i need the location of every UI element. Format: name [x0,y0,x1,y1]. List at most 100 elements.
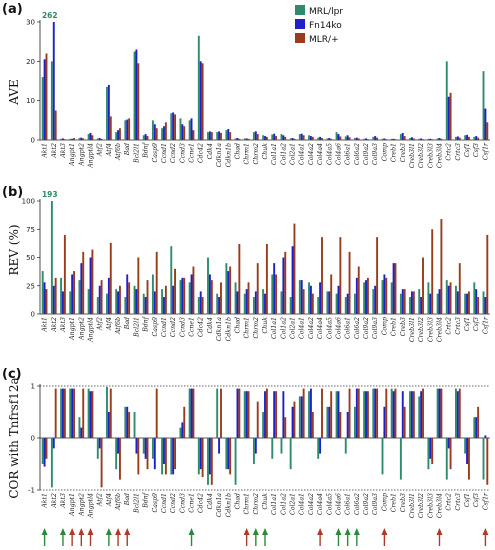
bar-a-Atf6b-1 [117,130,120,140]
bar-b-Bdnf-2 [146,280,149,314]
bar-c-Atf2-0 [96,438,99,459]
bar-a-Chrm1-0 [243,138,246,140]
bar-a-Csf1-1 [466,134,468,140]
bar-b-Atf4-1 [107,277,110,314]
bar-a-Bdnf-0 [142,135,145,140]
bar-c-Col6a2-2 [357,388,360,438]
bar-c-Bcl2l1-2 [137,438,140,475]
bar-b-Angptl4-2 [91,249,94,314]
bar-b-Col6a1-2 [348,251,351,314]
bar-a-Creb3l4-1 [438,138,441,140]
bar-a-Crtc2-0 [445,61,448,140]
bar-a-Crtc3-0 [455,136,457,140]
bar-b-Chad-0 [234,282,237,314]
bar-a-Bad-0 [124,120,127,140]
bar-c-Cdkn1b-1 [227,438,230,470]
bar-c-Csf3-1 [475,417,478,438]
x-tick-label: Creb3 [400,317,407,336]
bar-c-Ccnd1-0 [161,438,164,475]
bar-b-Col4a1-1 [300,280,303,314]
x-tick-label: Col2a1 [290,493,297,515]
y-tick-label: 25 [26,282,35,290]
bar-a-Akt1-0 [41,77,44,140]
bar-a-Chrm2-2 [256,134,259,140]
bar-b-Creb3-1 [401,289,404,314]
bar-a-Creb3l1-0 [409,138,411,140]
bar-c-Ccne1-2 [192,388,195,438]
bar-a-Ccnd1-2 [164,122,167,140]
x-tick-label: Col4a2 [308,317,315,339]
bar-b-Atf2-2 [100,280,103,314]
arrow-head-Chrm1 [243,528,250,535]
bar-c-Creb3-0 [399,438,402,480]
bar-c-Chad-0 [234,438,237,485]
x-tick-label: Creb3l3 [427,493,434,518]
bar-a-Bcl2l1-1 [135,49,138,140]
bar-c-Ccnd3-0 [179,427,182,438]
x-tick-label: Cdkn1a [216,143,223,167]
bar-c-Akt2-1 [52,438,55,449]
x-tick-label: Atf2 [97,317,104,331]
bar-a-Creb1-2 [394,139,397,140]
legend-label-mlr: MLR/+ [309,35,339,45]
bar-c-Chrm2-2 [256,401,259,438]
bar-b-Chuk-1 [264,293,266,314]
x-tick-label: Akt2 [51,317,58,333]
panel-label-c: (c) [2,367,22,382]
bar-b-Cdc42-0 [197,297,200,314]
legend-label-fn14: Fn14ko [309,21,342,31]
x-tick-label: Akt2 [51,493,58,509]
bar-a-Bcl2l1-0 [133,51,136,140]
y-tick-label: -1 [28,487,35,495]
bar-c-Bcl2l1-1 [135,438,138,454]
bar-a-Cdc42-0 [197,35,200,140]
x-tick-label: Col1a1 [271,143,278,165]
bar-a-Creb1-1 [392,138,395,140]
x-tick-label: Csf3 [473,493,480,507]
x-tick-label: Creb3 [400,143,407,162]
bar-c-Akt1-0 [41,438,44,464]
y-tick-label: 20 [26,58,35,66]
arrow-head-Csf1r [482,528,489,535]
x-tick-label: Col9a3 [372,317,379,339]
x-tick-label: Col6a2 [354,317,361,339]
x-tick-label: Angpt1 [69,493,76,517]
bar-a-Col4a6-1 [337,134,340,140]
bar-b-Csf1-1 [466,293,468,314]
bar-a-Ccne1-1 [190,118,193,140]
bar-a-Ccnd3-1 [181,124,184,140]
arrow-head-Atf6b [115,528,122,535]
x-tick-label: Atf6b [115,143,122,161]
bar-a-Angpt1-0 [69,138,72,140]
x-tick-label: Atf6b [115,317,122,335]
bar-c-Col1a2-0 [280,438,283,454]
bar-c-Bad-2 [128,412,131,438]
bar-b-Casp9-1 [153,291,156,314]
bar-c-Akt2-0 [50,438,53,488]
bar-a-Chad-1 [236,138,239,140]
bar-c-Col4a1-0 [298,396,301,438]
x-tick-label: Col4a1 [299,493,306,515]
bar-b-Csf1-0 [464,293,467,314]
bar-c-Col1a1-0 [271,438,274,459]
x-tick-label: Casp9 [152,317,159,337]
bar-c-Col4a1-2 [302,388,305,438]
bar-b-Angptl4-0 [87,289,90,314]
x-tick-label: Creb1 [391,143,398,162]
x-tick-label: Ccne1 [189,143,196,163]
x-tick-label: Crtc3 [455,493,462,511]
bar-c-Angptl4-2 [91,391,94,438]
bar-b-Col2a1-0 [289,297,292,314]
bar-b-Ccnd3-0 [179,280,182,314]
bar-b-Chrm1-1 [245,289,248,314]
bar-a-Col4a5-0 [326,138,329,140]
bar-b-Col6a1-1 [346,293,349,314]
bar-b-Akt3-1 [62,291,64,314]
bar-b-Cdkn1a-0 [216,293,219,314]
bar-c-Col4a5-1 [328,406,331,438]
bar-c-Csf1r-1 [484,435,487,438]
x-tick-label: Angptl4 [88,493,95,519]
bar-a-Casp9-2 [155,128,158,140]
x-tick-label: Crtc2 [446,493,453,511]
